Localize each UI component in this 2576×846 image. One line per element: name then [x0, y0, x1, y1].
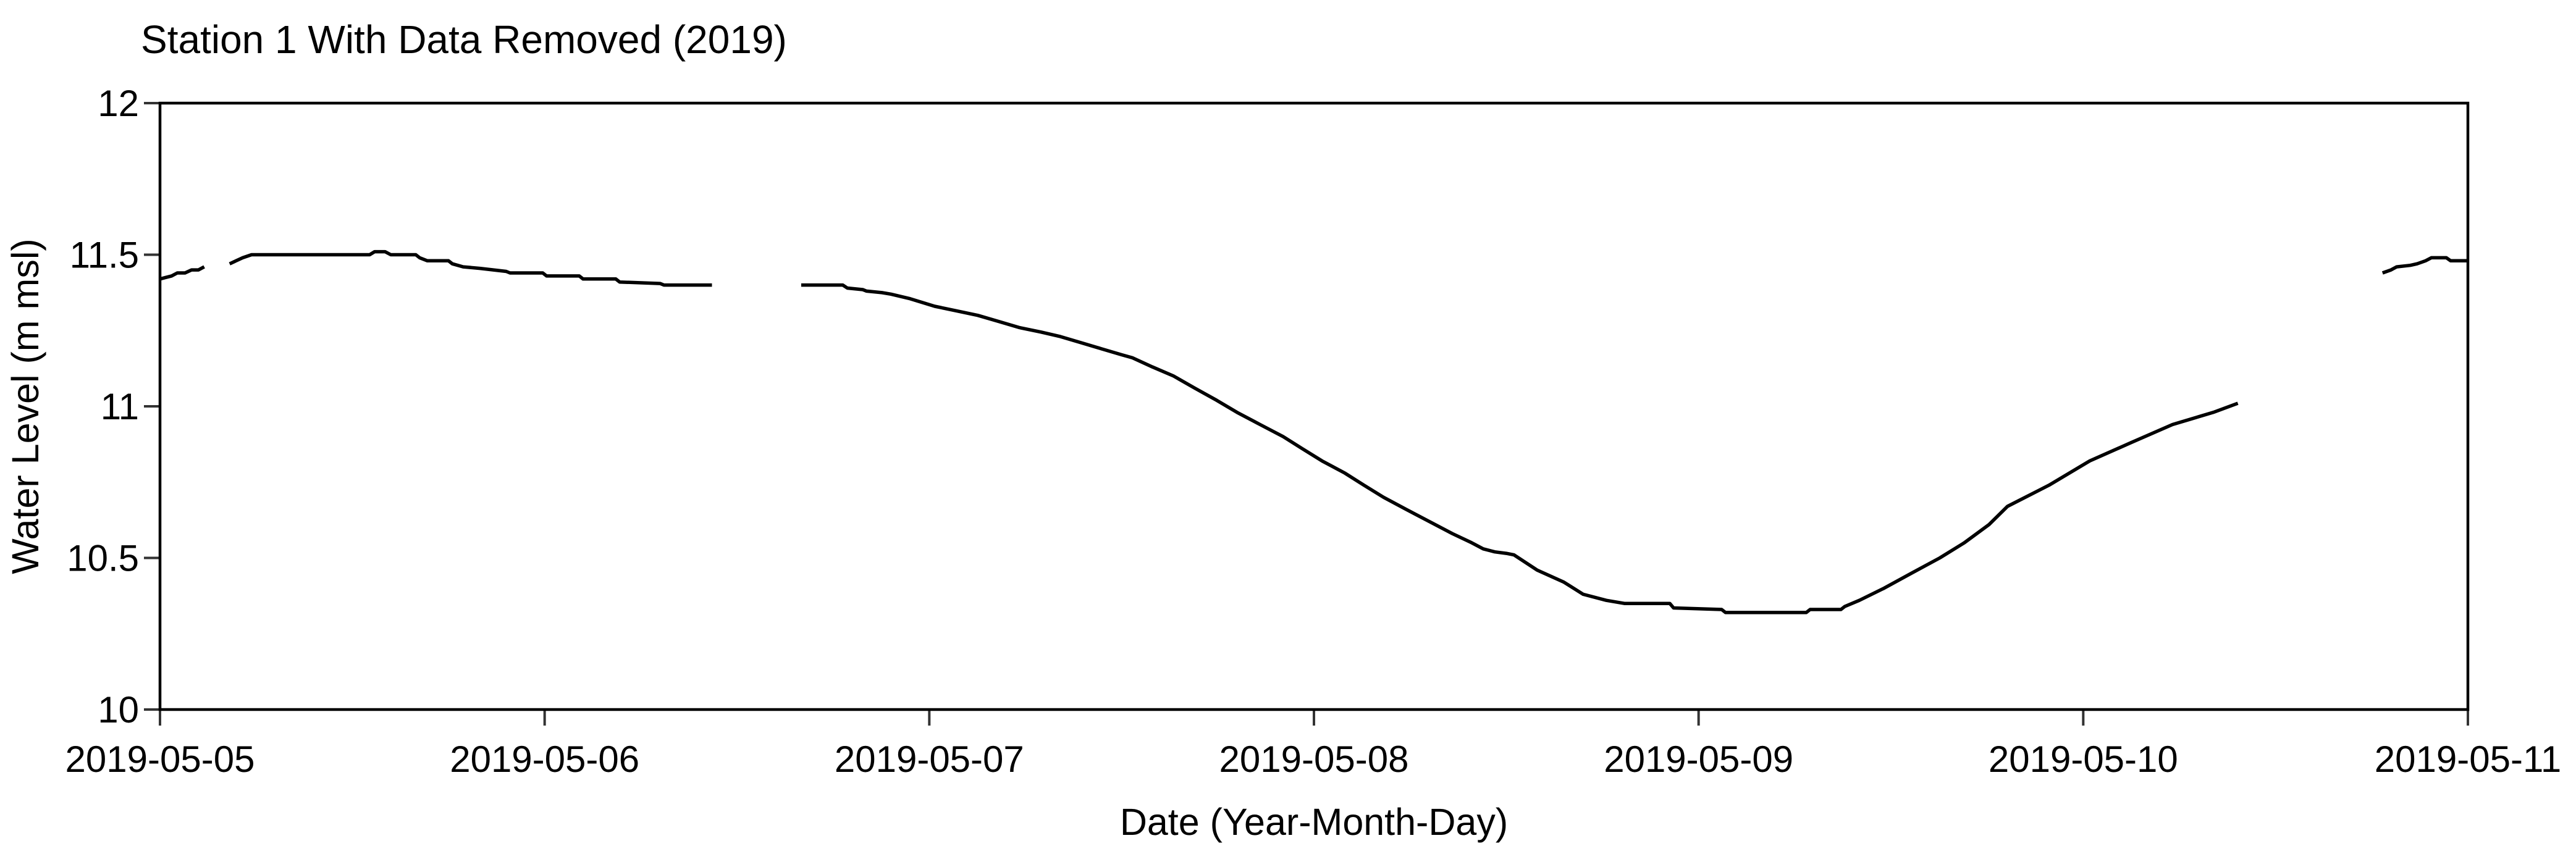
y-tick-label: 11 [101, 386, 139, 427]
water-level-line-segment [229, 249, 712, 287]
axis-ticks [144, 102, 2469, 726]
y-tick-label: 11.5 [70, 235, 139, 276]
chart-title: Station 1 With Data Removed (2019) [141, 17, 787, 62]
water-level-line-series [159, 249, 2468, 614]
x-tick-label: 2019-05-07 [835, 739, 1024, 780]
x-tick-label: 2019-05-06 [450, 739, 639, 780]
x-tick-label: 2019-05-05 [65, 739, 255, 780]
x-tick-label: 2019-05-08 [1219, 739, 1409, 780]
water-level-line-segment [159, 265, 205, 281]
y-tick-label: 10.5 [67, 538, 139, 579]
x-tick-label: 2019-05-11 [2375, 739, 2561, 780]
water-level-line-segment [2381, 256, 2468, 275]
x-tick-label: 2019-05-09 [1604, 739, 1793, 780]
y-axis-label: Water Level (m msl) [4, 238, 46, 574]
x-axis-label: Date (Year-Month-Day) [1120, 801, 1508, 843]
y-tick-label: 10 [98, 689, 139, 731]
x-tick-label: 2019-05-10 [1989, 739, 2178, 780]
water-level-line-segment [801, 283, 2239, 614]
y-tick-label: 12 [98, 83, 139, 124]
axis-tick-labels: 2019-05-05 2019-05-06 2019-05-07 2019-05-08… [65, 83, 2562, 780]
plot-frame [158, 101, 2470, 711]
